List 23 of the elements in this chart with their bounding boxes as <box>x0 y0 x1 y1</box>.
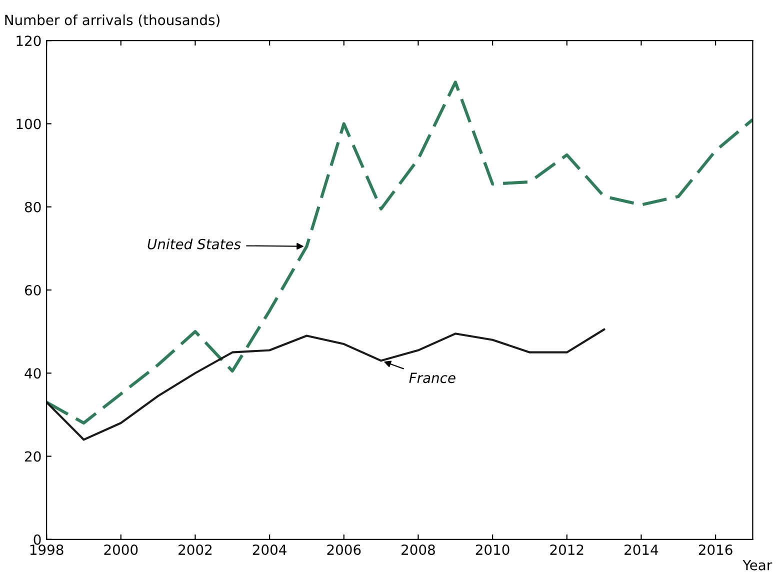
x-tick-label: 2004 <box>252 544 286 556</box>
annotation: France <box>409 372 456 384</box>
x-tick-label: 2014 <box>624 544 658 556</box>
x-tick-label: 2000 <box>104 544 138 556</box>
y-tick-label: 40 <box>24 368 41 379</box>
x-tick-label: 2010 <box>476 544 510 556</box>
line-series <box>46 328 606 441</box>
x-tick-label: 2016 <box>698 544 732 556</box>
annotation: United States <box>148 238 241 250</box>
x-tick-label: 2012 <box>550 544 584 556</box>
y-tick-label: 120 <box>16 36 41 46</box>
y-tick-label: 80 <box>24 202 41 212</box>
y-axis-title: Number of arrivals (thousands) <box>5 14 220 27</box>
x-tick-label: 1998 <box>30 544 64 556</box>
y-tick-label: 0 <box>34 534 41 545</box>
x-tick-label: 2006 <box>327 544 361 556</box>
x-tick-label: 2008 <box>402 544 435 556</box>
x-axis-title: Year <box>742 560 772 570</box>
y-tick-label: 20 <box>25 451 41 462</box>
y-tick-label: 60 <box>24 284 41 296</box>
x-tick-label: 2002 <box>178 544 212 556</box>
line-series <box>46 80 753 425</box>
y-tick-label: 100 <box>16 118 41 130</box>
